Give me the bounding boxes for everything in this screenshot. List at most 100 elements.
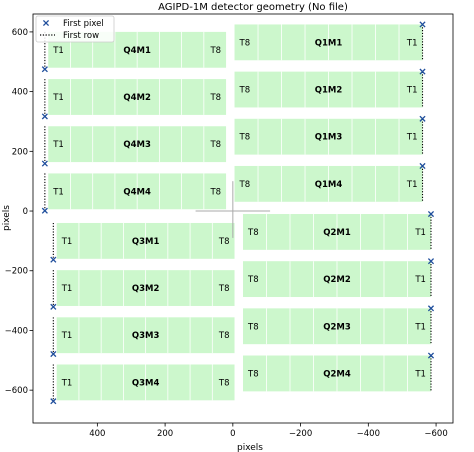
legend-box [35, 15, 115, 43]
y-axis-label: pixels [2, 205, 12, 231]
first-pixel-marker [419, 68, 426, 75]
first-pixel-marker [50, 256, 57, 263]
module-label: Q2M4 [323, 369, 351, 379]
y-tick-label: −200 [5, 267, 28, 277]
x-tick-label: 400 [89, 429, 105, 439]
tile-label-left: T8 [247, 275, 259, 285]
first-pixel-marker [41, 160, 48, 167]
x-tick-label: −400 [357, 429, 380, 439]
tile-label-right: T1 [406, 180, 418, 190]
tile-label-right: T8 [209, 187, 221, 197]
first-pixel-marker [50, 398, 57, 405]
tile-label-left: T1 [61, 331, 73, 341]
module-q3m3: T1 T8 Q3M3 [52, 317, 235, 354]
module-label: Q1M4 [315, 180, 343, 190]
module-q1m1: T8 T1 Q1M1 [234, 24, 424, 61]
tile-label-left: T8 [247, 369, 259, 379]
first-pixel-marker [419, 162, 426, 170]
module-q2m3: T8 T1 Q2M3 [243, 308, 432, 345]
tile-label-right: T1 [414, 322, 426, 332]
tile-label-right: T1 [406, 86, 418, 96]
y-tick-label: −600 [5, 386, 28, 396]
module-q3m1: T1 T8 Q3M1 [52, 222, 235, 259]
tile-label-right: T8 [209, 46, 221, 56]
first-pixel-marker [419, 21, 426, 28]
module-label: Q2M2 [323, 275, 351, 285]
tile-label-right: T8 [209, 93, 221, 103]
module-q2m2: T8 T1 Q2M2 [243, 261, 432, 298]
first-pixel-marker [427, 210, 435, 218]
first-pixel-marker [427, 305, 435, 312]
y-tick-label: −400 [5, 326, 28, 336]
module-label: Q3M4 [132, 378, 160, 388]
module-q3m4: T1 T8 Q3M4 [52, 364, 235, 401]
tile-label-left: T1 [52, 46, 64, 56]
module-label: Q4M1 [123, 46, 151, 56]
tile-label-right: T8 [218, 284, 230, 294]
tile-label-left: T1 [52, 93, 64, 103]
module-label: Q4M4 [123, 187, 151, 197]
tile-label-right: T1 [414, 275, 426, 285]
module-label: Q4M2 [123, 93, 151, 103]
tile-label-right: T8 [218, 378, 230, 388]
x-tick-label: 200 [157, 429, 173, 439]
module-label: Q1M3 [315, 133, 343, 143]
module-label: Q3M2 [132, 284, 160, 294]
plot-frame [32, 13, 454, 424]
y-tick-label: 400 [12, 88, 28, 98]
x-tick-label: −200 [289, 429, 312, 439]
module-label: Q2M1 [323, 228, 351, 238]
module-q1m3: T8 T1 Q1M3 [234, 118, 424, 155]
module-q4m3: T1 T8 Q4M3 [44, 126, 227, 163]
tile-label-left: T8 [239, 133, 251, 143]
module-q4m4: T1 T8 Q4M4 [44, 173, 227, 210]
first-pixel-markers [41, 21, 435, 405]
y-tick-label: 200 [12, 147, 28, 157]
legend: First pixel First row [35, 15, 115, 43]
tile-label-right: T8 [209, 140, 221, 150]
legend-label-first-row: First row [63, 31, 99, 41]
module-q1m4: T8 T1 Q1M4 [234, 165, 424, 202]
legend-marker-first-pixel [42, 19, 50, 27]
first-pixel-marker [41, 66, 48, 73]
chart-title: AGIPD-1M detector geometry (No file) [158, 2, 348, 13]
tile-label-left: T1 [61, 378, 73, 388]
first-pixel-marker [50, 303, 57, 310]
tile-label-right: T8 [218, 237, 230, 247]
module-label: Q3M3 [132, 331, 160, 341]
tile-label-left: T8 [239, 180, 251, 190]
module-q2m1: T8 T1 Q2M1 [243, 214, 432, 250]
tile-label-left: T8 [247, 228, 259, 238]
module-q4m2: T1 T8 Q4M2 [44, 79, 227, 115]
tile-label-left: T1 [52, 187, 64, 197]
y-tick-label: 600 [12, 28, 28, 38]
module-q3m2: T1 T8 Q3M2 [52, 270, 235, 306]
first-pixel-marker [41, 113, 48, 120]
tile-label-right: T1 [406, 38, 418, 48]
tile-label-left: T8 [239, 86, 251, 96]
y-tick-label: 0 [23, 207, 28, 217]
module-label: Q1M1 [315, 38, 343, 48]
module-label: Q3M1 [132, 237, 160, 247]
x-axis-label: pixels [237, 443, 263, 452]
tile-label-left: T1 [61, 284, 73, 294]
first-pixel-marker [427, 352, 435, 359]
y-axis-ticks: 600 400 200 0 −200 −400 −600 [5, 28, 33, 396]
first-pixel-marker [427, 258, 435, 265]
legend-label-first-pixel: First pixel [63, 19, 104, 29]
tile-label-left: T1 [52, 140, 64, 150]
x-axis-ticks: 400 200 0 −200 −400 −600 [89, 423, 448, 439]
modules-layer: T1 T8 Q4M1 T1 T8 Q4M2 T1 T8 Q4M3 T1 T8 Q4M4 T8 T1 Q1M1… [44, 24, 432, 401]
module-q1m2: T8 T1 Q1M2 [234, 71, 424, 108]
x-tick-label: 0 [230, 429, 235, 439]
tile-label-right: T1 [406, 133, 418, 143]
legend-entries: First pixel First row [40, 19, 104, 41]
first-pixel-marker [50, 350, 57, 358]
module-q2m4: T8 T1 Q2M4 [243, 355, 432, 392]
center-cross [195, 181, 271, 238]
module-label: Q2M3 [323, 322, 351, 332]
first-pixel-marker [419, 115, 426, 122]
tile-label-left: T8 [239, 38, 251, 48]
first-pixel-marker [41, 207, 48, 214]
